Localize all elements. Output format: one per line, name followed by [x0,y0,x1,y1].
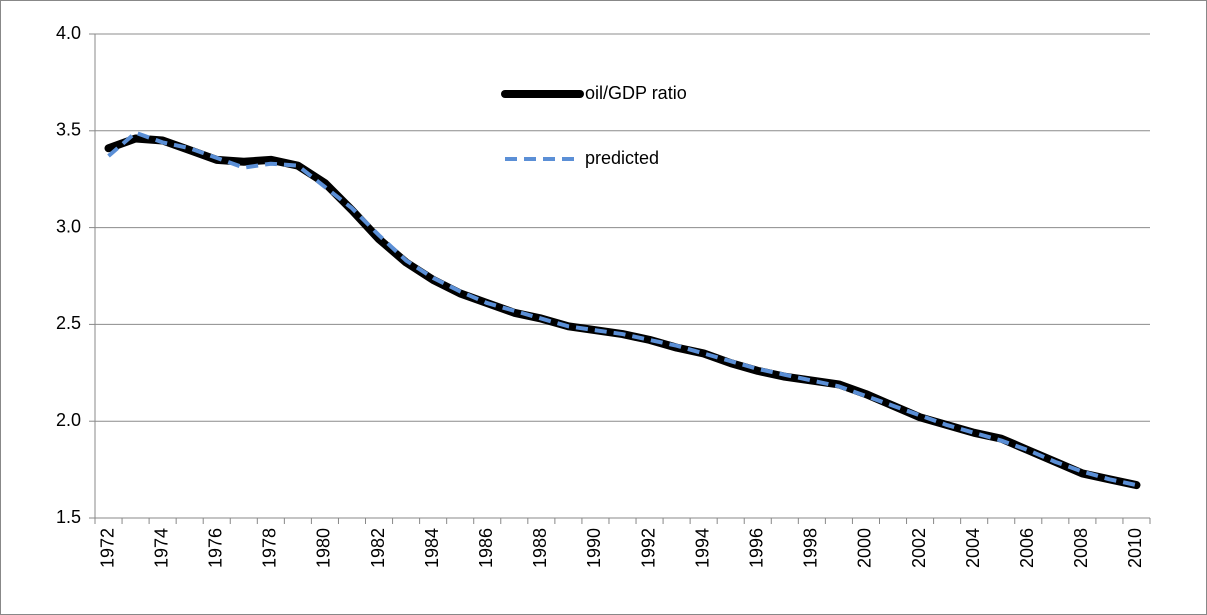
y-tick-label: 4.0 [56,23,81,43]
x-tick-label: 1984 [422,528,442,568]
series-line [107,130,1137,488]
x-tick-label: 1990 [584,528,604,568]
y-tick-label: 2.0 [56,410,81,430]
x-tick-label: 1980 [314,528,334,568]
y-tick-label: 3.0 [56,216,81,236]
x-tick-label: 1974 [151,528,171,568]
y-tick-label: 1.5 [56,507,81,527]
x-tick-label: 1982 [368,528,388,568]
x-tick-label: 1976 [205,528,225,568]
x-tick-label: 1992 [638,528,658,568]
x-tick-label: 1986 [476,528,496,568]
legend-label: oil/GDP ratio [585,83,687,103]
x-tick-label: 2002 [909,528,929,568]
x-tick-label: 1972 [97,528,117,568]
x-tick-label: 2000 [855,528,875,568]
legend-label: predicted [585,148,659,168]
x-tick-label: 1998 [801,528,821,568]
x-tick-label: 1994 [692,528,712,568]
x-tick-label: 2004 [963,528,983,568]
y-tick-label: 2.5 [56,313,81,333]
x-tick-label: 1978 [260,528,280,568]
x-tick-label: 2008 [1071,528,1091,568]
x-tick-label: 2006 [1017,528,1037,568]
x-tick-label: 1988 [530,528,550,568]
x-tick-label: 2010 [1125,528,1145,568]
x-tick-label: 1996 [747,528,767,568]
y-tick-label: 3.5 [56,120,81,140]
